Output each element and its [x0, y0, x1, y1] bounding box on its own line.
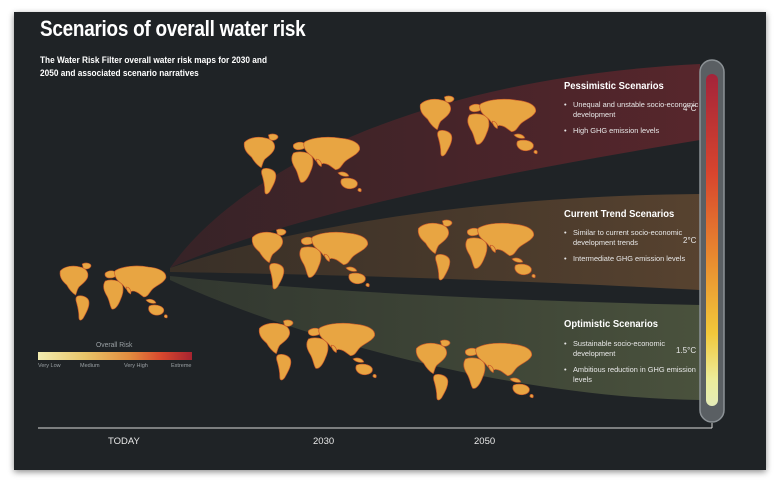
- legend-color-bar: [38, 352, 192, 360]
- optimistic-title: Optimistic Scenarios: [564, 318, 659, 330]
- optimistic-bullet: Ambitious reduction in GHG emission leve…: [564, 365, 704, 385]
- current-trend-bullet: Intermediate GHG emission levels: [564, 254, 704, 264]
- timeline-label-2050: 2050: [474, 436, 496, 447]
- pessimistic-bullet: High GHG emission levels: [564, 126, 704, 136]
- temp-label-1-5c: 1.5°C: [676, 346, 697, 355]
- timeline-label-today: TODAY: [108, 436, 140, 447]
- optimistic-bullet: Sustainable socio-economic development: [564, 339, 704, 359]
- thermometer-scale: [706, 74, 718, 406]
- pessimistic-bullets: Unequal and unstable socio-economic deve…: [564, 100, 704, 142]
- current-trend-title: Current Trend Scenarios: [564, 208, 675, 220]
- legend-label-very-low: Very Low: [38, 363, 61, 369]
- page-title: Scenarios of overall water risk: [40, 16, 306, 41]
- legend-label-very-high: Very High: [124, 363, 148, 369]
- legend-label-extreme: Extreme: [171, 363, 192, 369]
- page-subtitle: The Water Risk Filter overall water risk…: [40, 55, 268, 78]
- temp-label-4c: 4°C: [683, 104, 697, 113]
- temp-label-2c: 2°C: [683, 236, 697, 245]
- optimistic-bullets: Sustainable socio-economic development A…: [564, 339, 704, 391]
- timeline-label-2030: 2030: [313, 436, 335, 447]
- current-trend-bullet: Similar to current socio-economic develo…: [564, 228, 704, 248]
- legend-label-medium: Medium: [80, 363, 100, 369]
- pessimistic-bullet: Unequal and unstable socio-economic deve…: [564, 100, 704, 120]
- legend-title: Overall Risk: [96, 340, 133, 349]
- map-today: [59, 262, 168, 321]
- pessimistic-title: Pessimistic Scenarios: [564, 80, 664, 92]
- current-trend-bullets: Similar to current socio-economic develo…: [564, 228, 704, 270]
- map-optimistic-2030: [258, 319, 377, 381]
